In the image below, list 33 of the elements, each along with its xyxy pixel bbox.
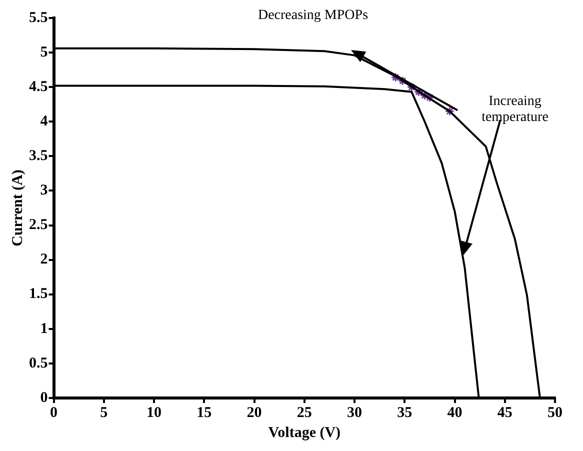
y-tick-label: 2.5 (29, 217, 48, 234)
point (406, 82, 416, 92)
y-tick-label: 0 (40, 390, 48, 406)
y-axis-title: Current (A) (10, 170, 26, 246)
annotation: Decreasing MPOPs (256, 8, 370, 24)
x-tick-label: 40 (447, 404, 462, 421)
point (424, 92, 434, 102)
y-tick-label: 5.5 (29, 10, 48, 26)
x-tick-label: 35 (397, 404, 412, 421)
y-tick-label: 2 (40, 252, 48, 268)
y-tick-label: 5 (40, 44, 48, 60)
y-tick-label: 1.5 (29, 286, 48, 302)
x-tick-label: 5 (100, 404, 108, 421)
point (420, 90, 430, 100)
point (390, 72, 400, 82)
x-tick-label: 50 (548, 404, 562, 421)
y-tick-label: 3.5 (29, 148, 48, 164)
x-tick-label: 30 (347, 404, 362, 421)
y-tick-label: 4.5 (29, 78, 48, 95)
point (414, 87, 424, 97)
x-tick-label: 15 (196, 404, 212, 421)
point (444, 106, 454, 116)
annotation: Increaing temperature (480, 94, 550, 126)
x-tick-label: 45 (497, 404, 512, 421)
x-tick-label: 20 (246, 404, 262, 421)
y-tick-label: 0.5 (29, 355, 48, 372)
y-tick-label: 4 (40, 114, 48, 130)
x-axis-title: Voltage (V) (268, 424, 341, 441)
y-tick-label: 1 (40, 320, 48, 337)
point (398, 76, 408, 86)
y-tick-label: 3 (40, 182, 48, 199)
x-tick-label: 10 (146, 404, 162, 421)
x-tick-label: 25 (296, 404, 312, 421)
